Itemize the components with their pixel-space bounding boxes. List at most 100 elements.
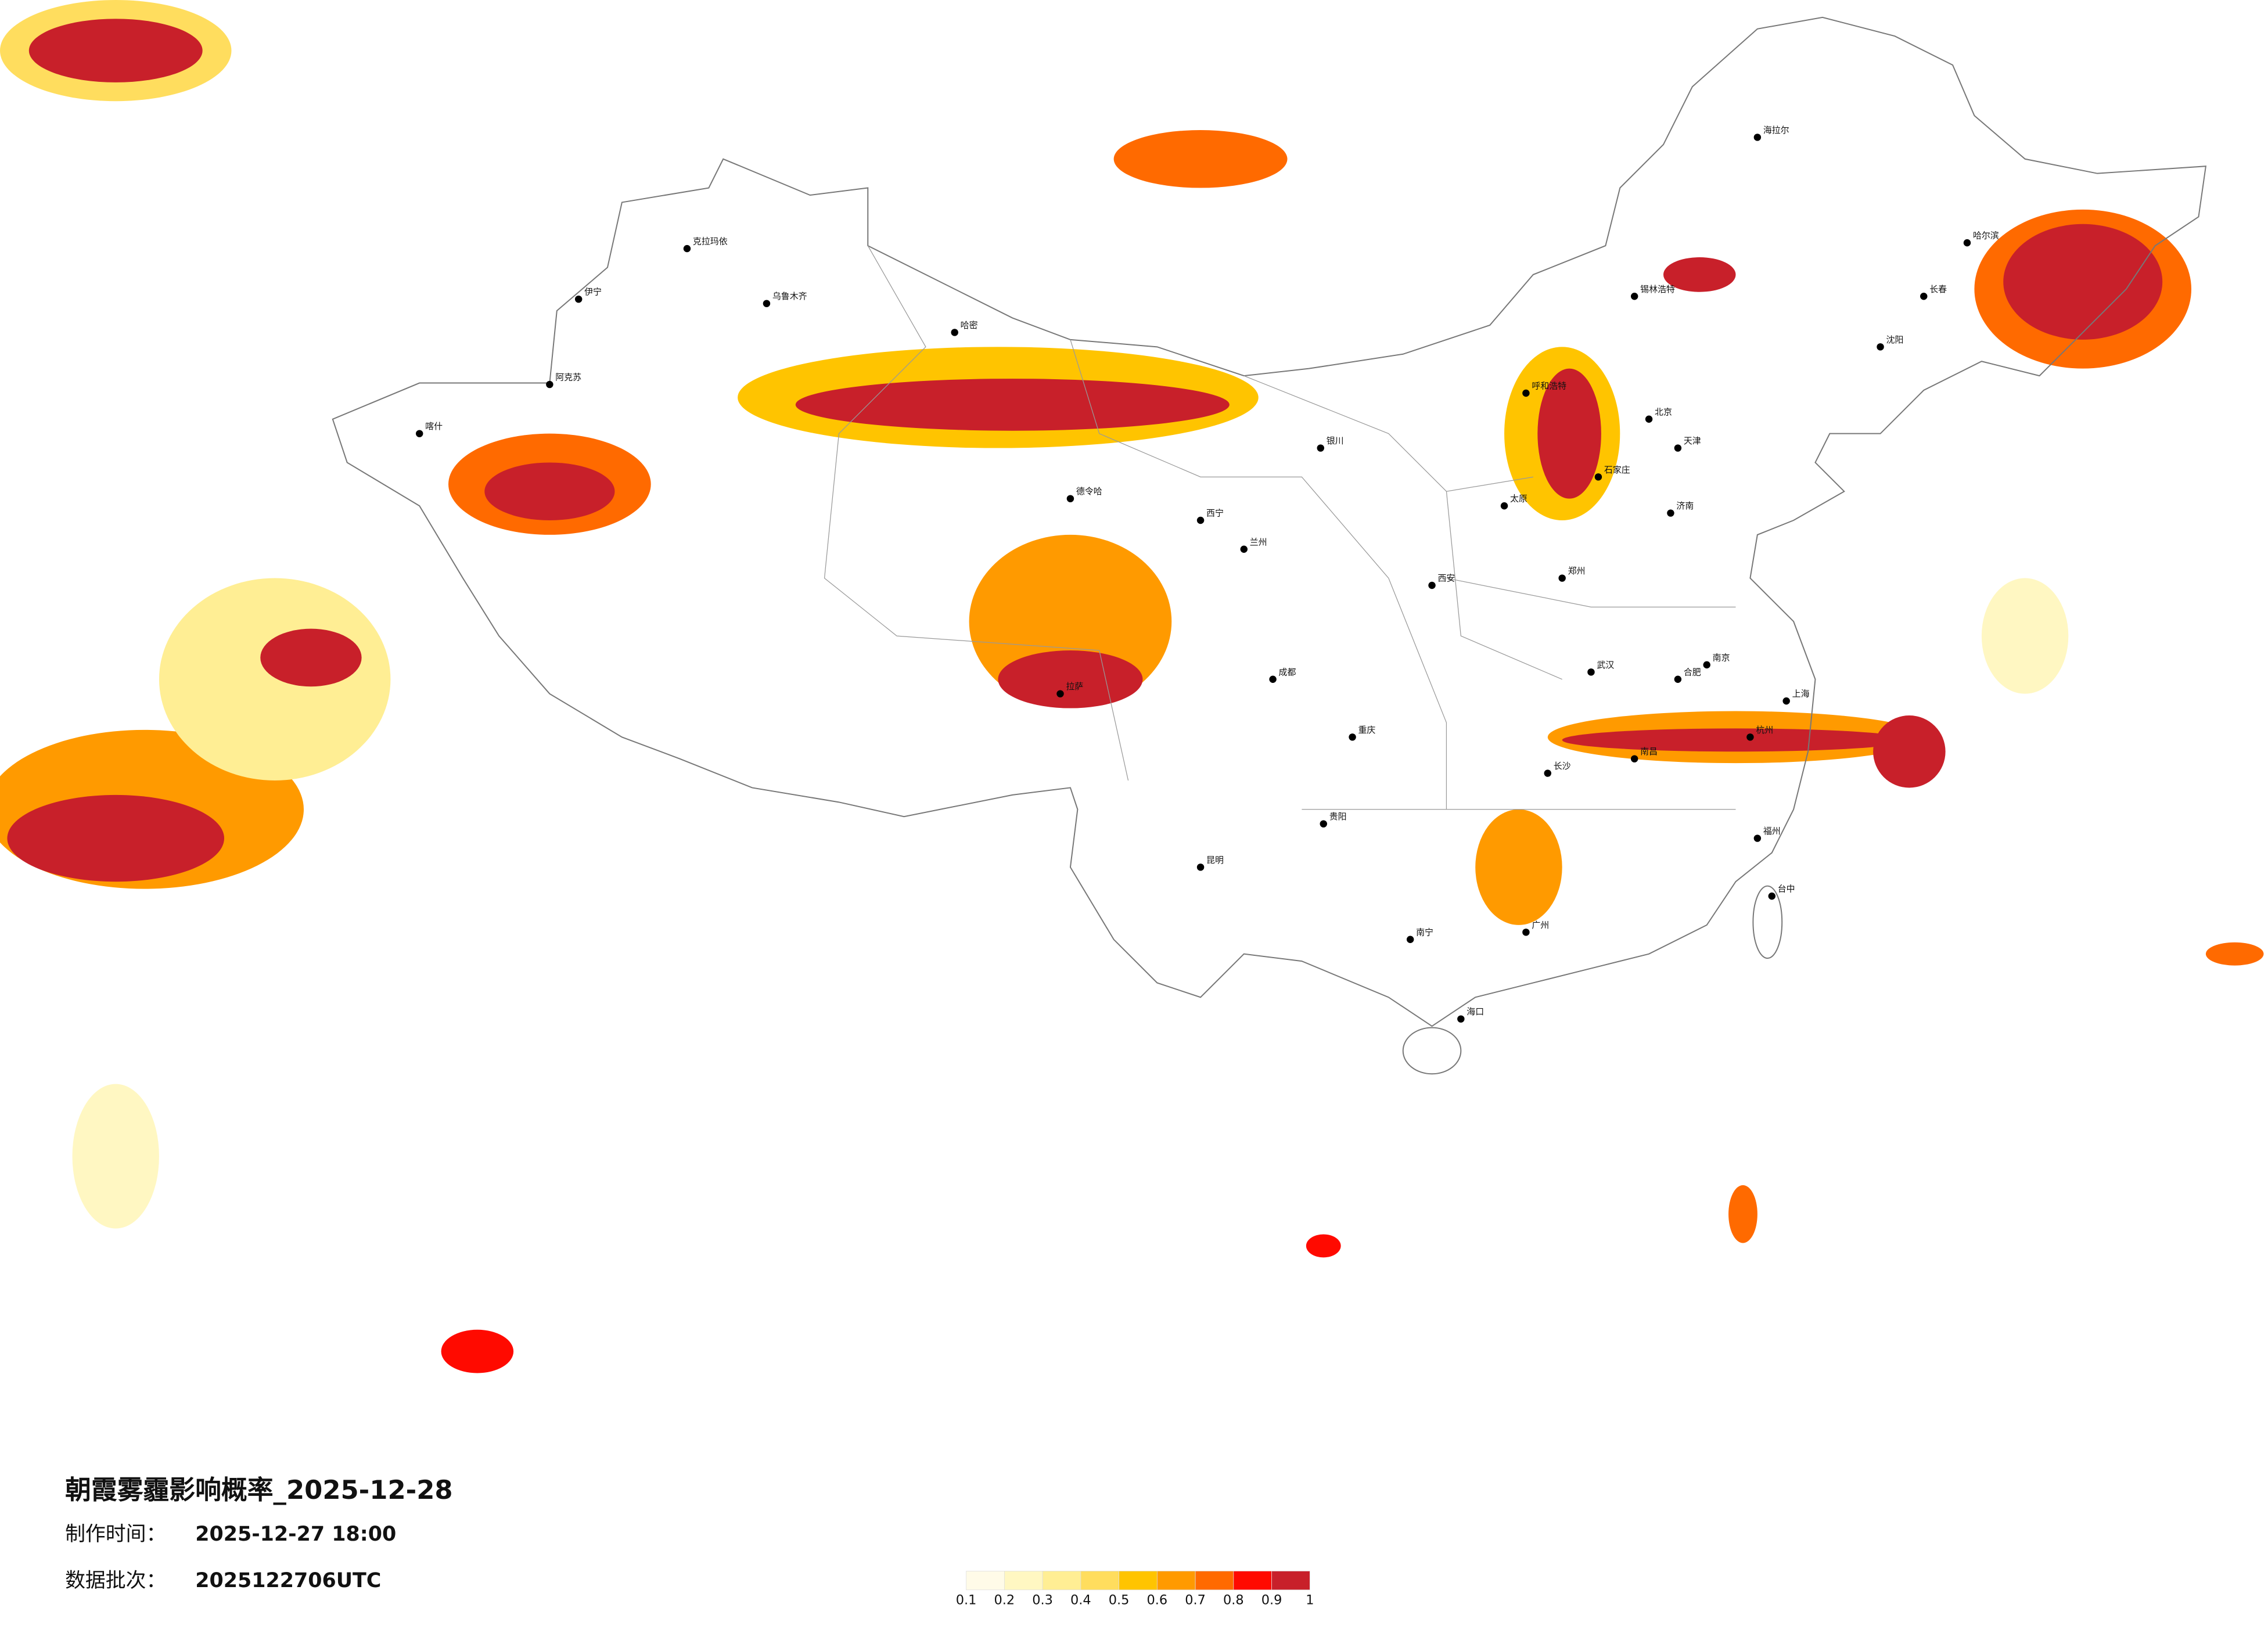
legend-label: 0.3 (1032, 1593, 1053, 1608)
legend-swatch (1233, 1571, 1272, 1591)
city-dot (546, 380, 553, 388)
city-label: 武汉 (1597, 660, 1614, 670)
city-label: 银川 (1327, 436, 1344, 446)
city-dot (1746, 733, 1754, 741)
city-label: 重庆 (1358, 725, 1376, 735)
city-dot (1196, 516, 1205, 524)
city-label: 哈密 (961, 320, 978, 330)
city-label: 西安 (1437, 573, 1455, 584)
city-label: 郑州 (1568, 566, 1586, 576)
production-value: 2025-12-27 18:00 (195, 1523, 396, 1546)
legend-label: 1 (1306, 1593, 1314, 1608)
city-label: 锡林浩特 (1640, 284, 1675, 294)
city-dot (1240, 545, 1248, 553)
city-dot (574, 295, 583, 303)
city-dot (1594, 473, 1602, 481)
legend-label: 0.2 (994, 1593, 1015, 1608)
city-dot (763, 300, 771, 307)
city-label: 广州 (1532, 920, 1549, 930)
city-label: 西宁 (1206, 508, 1224, 519)
city-dot (1457, 1015, 1465, 1023)
city-label: 乌鲁木齐 (772, 291, 807, 301)
city-label: 哈尔滨 (1973, 231, 1999, 241)
city-dot (1630, 293, 1638, 300)
city-label: 兰州 (1250, 537, 1267, 547)
country-outline (332, 16, 2207, 1027)
city-dot (1317, 444, 1324, 452)
legend-swatch (1080, 1571, 1119, 1591)
city-label: 长春 (1929, 284, 1947, 294)
city-dot (1522, 389, 1530, 397)
city-dot (1877, 343, 1884, 351)
city-label: 太原 (1510, 494, 1527, 504)
city-label: 福州 (1763, 826, 1781, 836)
city-dot (1963, 239, 1971, 247)
city-label: 伊宁 (584, 287, 602, 297)
city-label: 呼和浩特 (1532, 381, 1566, 391)
city-label: 海口 (1467, 1006, 1484, 1017)
legend-label: 0.6 (1147, 1593, 1168, 1608)
city-label: 克拉玛依 (693, 236, 728, 247)
batch-value: 2025122706UTC (195, 1569, 381, 1592)
map-title: 朝霞雾霾影响概率_2025-12-28 (65, 1474, 453, 1505)
legend-label: 0.1 (956, 1593, 977, 1608)
city-dot (1500, 502, 1508, 510)
legend: 0.1 0.2 0.3 0.4 0.5 0.6 0.7 0.8 0.9 1 (956, 1571, 1314, 1608)
city-label: 喀什 (425, 421, 443, 431)
city-label: 南京 (1713, 652, 1730, 663)
city-dot (1269, 675, 1277, 683)
city-dot (1674, 444, 1682, 452)
city-label: 德令哈 (1076, 486, 1102, 497)
legend-label: 0.5 (1109, 1593, 1130, 1608)
city-label: 长沙 (1554, 761, 1571, 771)
city-label: 北京 (1655, 406, 1672, 417)
city-label: 合肥 (1684, 667, 1701, 677)
city-label: 海拉尔 (1763, 125, 1789, 135)
city-dot (1768, 892, 1776, 900)
city-dot (1753, 134, 1762, 141)
city-label: 南宁 (1416, 927, 1433, 937)
legend-swatch (1004, 1571, 1043, 1591)
batch-label: 数据批次： (65, 1569, 166, 1592)
city-dot (1522, 929, 1530, 936)
city-label: 拉萨 (1066, 681, 1083, 692)
city-dot (1667, 509, 1674, 517)
city-dot (1066, 495, 1074, 502)
legend-swatch (1042, 1571, 1081, 1591)
legend-label: 0.4 (1070, 1593, 1091, 1608)
legend-swatch (1156, 1571, 1196, 1591)
city-dot (1703, 661, 1710, 669)
legend-swatch (966, 1571, 1005, 1591)
legend-swatch (1195, 1571, 1234, 1591)
city-label: 沈阳 (1886, 334, 1904, 345)
city-label: 阿克苏 (555, 372, 581, 383)
city-dot (1645, 415, 1653, 423)
city-label: 贵阳 (1329, 811, 1347, 822)
city-dot (1196, 864, 1205, 871)
city-dot (1056, 690, 1064, 697)
city-dot (1558, 574, 1566, 582)
city-label: 上海 (1792, 689, 1810, 699)
legend-swatch (1271, 1571, 1310, 1591)
city-dot (1674, 675, 1682, 683)
city-dot (1406, 936, 1414, 943)
city-label: 南昌 (1640, 746, 1658, 757)
city-label: 昆明 (1206, 855, 1224, 865)
legend-label: 0.7 (1185, 1593, 1206, 1608)
city-dot (1753, 834, 1762, 842)
province-lines (824, 245, 1736, 810)
city-dot (1349, 733, 1356, 741)
city-dot (683, 244, 691, 253)
production-label: 制作时间： (65, 1523, 166, 1546)
city-dot (1782, 697, 1790, 705)
city-dot (1630, 755, 1638, 762)
city-label: 济南 (1676, 501, 1694, 511)
legend-label: 0.9 (1261, 1593, 1282, 1608)
legend-label: 0.8 (1223, 1593, 1244, 1608)
city-label: 天津 (1684, 436, 1701, 446)
legend-swatch (1119, 1571, 1158, 1591)
city-dot (1544, 769, 1551, 777)
hainan-outline (1402, 1027, 1462, 1075)
